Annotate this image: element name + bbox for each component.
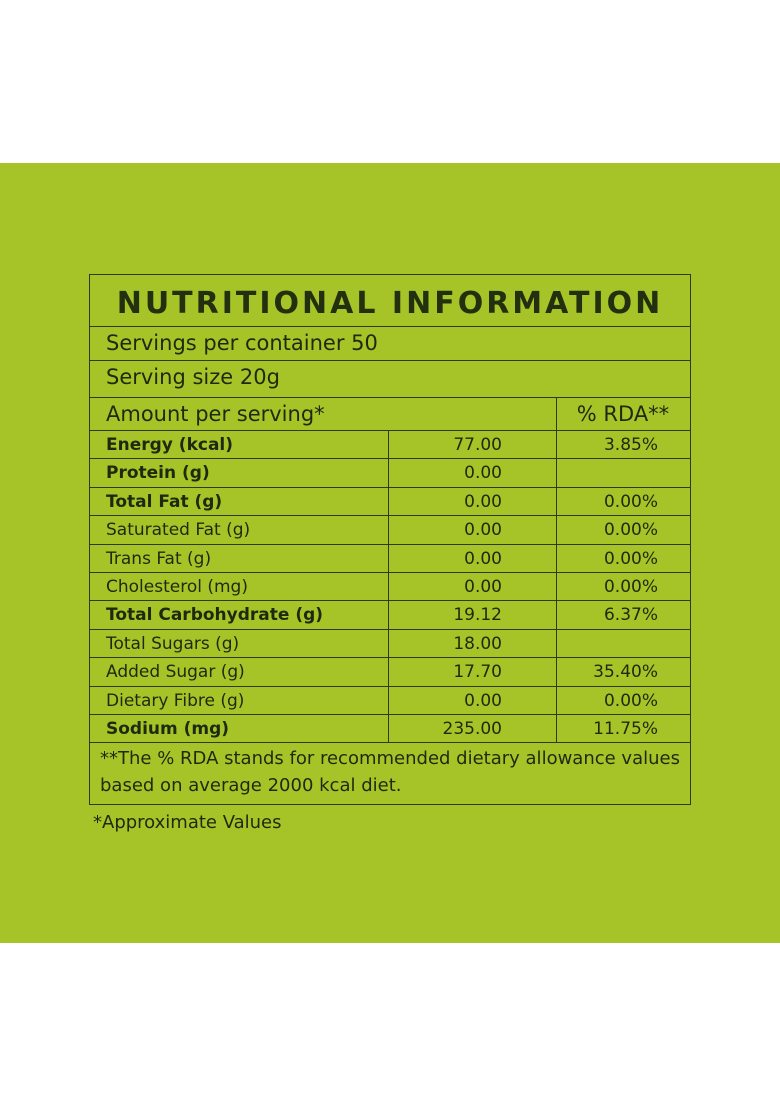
column-divider	[556, 714, 557, 743]
rda-header: % RDA**	[576, 402, 670, 426]
nutrient-rda: 6.37%	[603, 605, 658, 626]
nutrient-value: 0.00	[464, 491, 502, 512]
column-divider	[556, 629, 557, 658]
nutrient-name: Protein (g)	[106, 463, 210, 484]
nutrient-value: 0.00	[464, 690, 502, 711]
column-divider	[556, 516, 557, 544]
nutrient-value: 0.00	[464, 520, 502, 541]
nutrient-rda: 3.85%	[603, 435, 658, 455]
column-divider	[556, 459, 557, 487]
nutrient-rda: 35.40%	[593, 662, 658, 683]
nutrient-row: Total Fat (g) 0.00 0.00%	[90, 487, 690, 517]
column-divider	[556, 431, 557, 459]
nutrient-name: Energy (kcal)	[106, 435, 234, 455]
column-divider	[388, 686, 389, 714]
column-divider	[556, 658, 557, 686]
column-divider	[388, 714, 389, 743]
rda-footnote: **The % RDA stands for recommended dieta…	[100, 748, 680, 796]
nutrient-value: 19.12	[453, 605, 502, 626]
nutrient-table: Energy (kcal) 77.00 3.85% Protein (g) 0.00 To…	[90, 431, 690, 744]
amount-per-serving-header: Amount per serving*	[106, 402, 325, 426]
nutrient-rda: 0.00%	[603, 690, 658, 711]
column-divider	[556, 544, 557, 572]
column-divider	[388, 431, 389, 459]
header-divider	[556, 398, 557, 430]
product-image-panel: NUTRITIONAL INFORMATION Servings per con…	[0, 163, 780, 943]
nutrient-name: Added Sugar (g)	[106, 662, 245, 683]
nutrient-value: 0.00	[464, 576, 502, 597]
nutrient-value: 18.00	[453, 633, 502, 654]
serving-size-row: Serving size 20g	[90, 361, 690, 398]
approximate-values-note: *Approximate Values	[93, 812, 282, 833]
nutrient-row: Protein (g) 0.00	[90, 459, 690, 488]
nutrient-row: Sodium (mg) 235.00 11.75%	[90, 714, 690, 744]
column-divider	[556, 572, 557, 601]
nutrient-row: Saturated Fat (g) 0.00 0.00%	[90, 516, 690, 545]
column-divider	[388, 487, 389, 516]
nutrient-row: Total Carbohydrate (g) 19.12 6.37%	[90, 601, 690, 630]
nutrient-rda: 0.00%	[603, 491, 658, 512]
servings-per-container-row: Servings per container 50	[90, 327, 690, 361]
column-divider	[388, 629, 389, 658]
nutrient-rda: 0.00%	[603, 576, 658, 597]
nutrient-value: 77.00	[453, 435, 502, 455]
serving-size: Serving size 20g	[106, 365, 280, 389]
nutrition-label: NUTRITIONAL INFORMATION Servings per con…	[89, 274, 691, 805]
nutrient-row: Added Sugar (g) 17.70 35.40%	[90, 658, 690, 687]
nutrient-value: 17.70	[453, 662, 502, 683]
nutrient-rda: 0.00%	[603, 548, 658, 569]
nutrient-value: 235.00	[442, 718, 502, 739]
nutrient-rda: 0.00%	[603, 520, 658, 541]
nutrient-rda: 11.75%	[593, 718, 658, 739]
servings-per-container: Servings per container 50	[106, 331, 378, 355]
column-divider	[388, 516, 389, 544]
column-divider	[388, 459, 389, 487]
nutrient-name: Sodium (mg)	[106, 718, 230, 739]
nutrient-value: 0.00	[464, 463, 502, 484]
column-divider	[556, 601, 557, 629]
nutrient-row: Trans Fat (g) 0.00 0.00%	[90, 544, 690, 573]
nutrient-row: Dietary Fibre (g) 0.00 0.00%	[90, 686, 690, 715]
nutrient-name: Saturated Fat (g)	[106, 520, 251, 541]
column-divider	[388, 601, 389, 629]
column-divider	[388, 544, 389, 572]
nutrition-title-row: NUTRITIONAL INFORMATION	[90, 275, 690, 327]
nutrient-row: Energy (kcal) 77.00 3.85%	[90, 431, 690, 460]
nutrient-name: Total Sugars (g)	[106, 633, 240, 654]
nutrient-value: 0.00	[464, 548, 502, 569]
nutrient-name: Trans Fat (g)	[106, 548, 212, 569]
nutrient-name: Cholesterol (mg)	[106, 576, 248, 597]
column-divider	[388, 658, 389, 686]
column-divider	[556, 487, 557, 516]
table-header-row: Amount per serving* % RDA**	[90, 398, 690, 431]
column-divider	[556, 686, 557, 714]
nutrition-title: NUTRITIONAL INFORMATION	[116, 286, 664, 321]
nutrient-row: Cholesterol (mg) 0.00 0.00%	[90, 572, 690, 602]
nutrient-name: Dietary Fibre (g)	[106, 690, 245, 711]
nutrient-name: Total Carbohydrate (g)	[106, 605, 324, 626]
nutrient-name: Total Fat (g)	[106, 491, 223, 512]
column-divider	[388, 572, 389, 601]
nutrient-row: Total Sugars (g) 18.00	[90, 629, 690, 659]
